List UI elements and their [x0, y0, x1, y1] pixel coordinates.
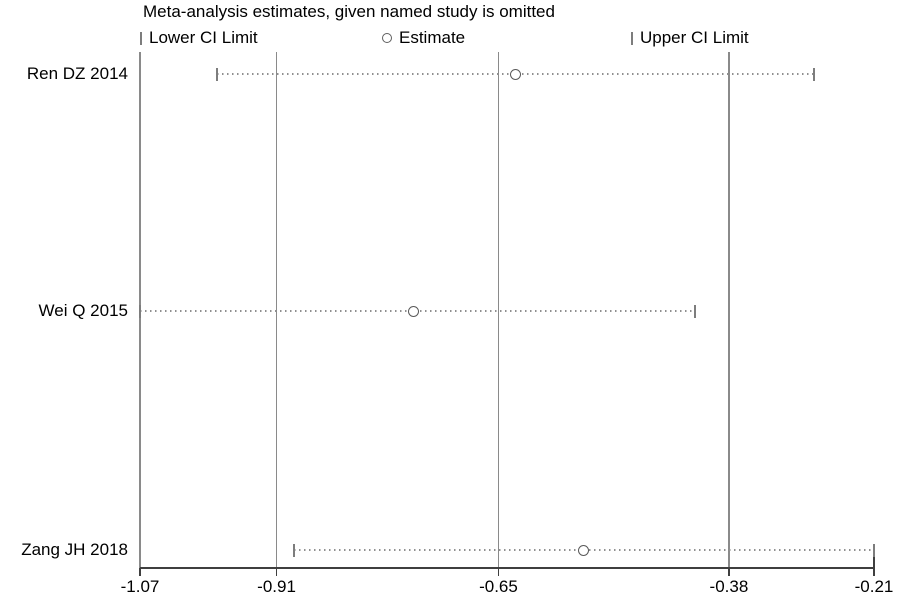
x-axis-tick: [873, 568, 875, 576]
x-axis-tick: [497, 568, 500, 576]
estimate-marker: [510, 68, 522, 80]
study-label: Wei Q 2015: [38, 301, 128, 320]
x-axis-tick: [728, 568, 730, 576]
overall-reference-line: [728, 52, 730, 568]
study-label: Ren DZ 2014: [26, 64, 128, 83]
legend-label-estimate: Estimate: [399, 28, 466, 47]
lower-ci-marker: [292, 543, 295, 557]
x-axis-tick-label: -0.38: [709, 577, 749, 596]
upper-ci-marker: [873, 543, 875, 557]
legend-item-estimate: Estimate: [382, 28, 465, 48]
axis-end-tick: [873, 557, 875, 568]
x-axis-tick-label: -0.21: [854, 577, 894, 596]
x-axis-tick-label: -0.91: [257, 577, 296, 596]
legend-label-lower-ci: Lower CI Limit: [149, 28, 258, 47]
x-axis-tick: [139, 568, 141, 576]
legend-label-upper-ci: Upper CI Limit: [640, 28, 749, 47]
legend-item-upper-ci: Upper CI Limit: [631, 28, 749, 48]
x-axis-tick: [275, 568, 278, 576]
upper-ci-tick-icon: [631, 31, 633, 45]
chart-title: Meta-analysis estimates, given named stu…: [143, 2, 555, 21]
x-axis-tick-label: -0.65: [479, 577, 518, 596]
legend-item-lower-ci: Lower CI Limit: [140, 28, 258, 48]
lower-ci-marker: [139, 304, 141, 318]
lower-ci-marker: [215, 67, 218, 81]
x-axis-line: [140, 567, 875, 569]
study-label: Zang JH 2018: [21, 540, 128, 559]
x-axis-tick-label: -1.07: [120, 577, 160, 596]
lower-ci-tick-icon: [140, 31, 142, 45]
estimate-marker: [407, 305, 419, 317]
upper-ci-marker: [693, 304, 696, 318]
estimate-circle-icon: [382, 33, 392, 43]
upper-ci-marker: [813, 67, 816, 81]
estimate-marker: [578, 544, 590, 556]
